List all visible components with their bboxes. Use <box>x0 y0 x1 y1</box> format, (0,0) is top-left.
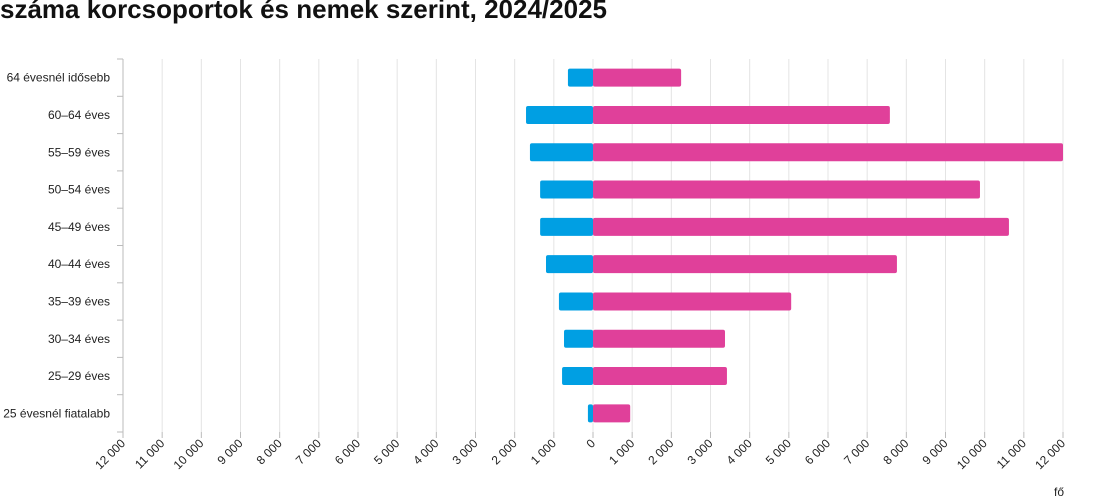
y-tick-label: 25–29 éves <box>48 369 110 383</box>
x-tick-label: 8 000 <box>880 436 911 467</box>
y-tick-label: 40–44 éves <box>48 257 110 271</box>
x-tick-label: 10 000 <box>171 436 207 472</box>
bar-male <box>540 217 593 236</box>
bar-male <box>546 255 593 274</box>
y-tick-label: 60–64 éves <box>48 108 110 122</box>
x-tick-label: 7 000 <box>841 436 872 467</box>
bar-female <box>593 367 727 386</box>
bar-female <box>593 143 1063 162</box>
x-tick-label: 11 000 <box>132 436 167 471</box>
bar-female <box>593 217 1009 236</box>
bar-female <box>593 404 631 423</box>
bar-male <box>558 292 593 311</box>
x-tick-label: 3 000 <box>684 436 715 467</box>
bar-female <box>593 105 890 124</box>
chart-title: száma korcsoportok és nemek szerint, 202… <box>0 0 607 24</box>
y-tick-label: 35–39 éves <box>48 294 110 308</box>
bar-female <box>593 180 980 199</box>
y-tick-label: 45–49 éves <box>48 220 110 234</box>
bar-female <box>593 329 725 348</box>
bar-male <box>564 329 593 348</box>
x-tick-label: 3 000 <box>449 436 480 467</box>
x-axis-label: fő <box>1054 485 1064 499</box>
bar-female <box>593 255 897 274</box>
x-tick-label: 9 000 <box>919 436 950 467</box>
x-tick-label: 0 <box>583 436 598 451</box>
x-tick-label: 9 000 <box>214 436 245 467</box>
bar-male <box>526 105 593 124</box>
x-tick-label: 8 000 <box>254 436 285 467</box>
x-tick-label: 10 000 <box>954 436 990 472</box>
x-tick-label: 4 000 <box>724 436 755 467</box>
y-tick-label: 64 évesnél idősebb <box>7 71 111 85</box>
x-tick-label: 4 000 <box>410 436 441 467</box>
x-tick-label: 1 000 <box>606 436 637 467</box>
y-tick-label: 30–34 éves <box>48 332 110 346</box>
y-tick-label: 50–54 éves <box>48 183 110 197</box>
bar-male <box>540 180 593 199</box>
y-tick-label: 25 évesnél fiatalabb <box>3 406 110 420</box>
x-tick-label: 12 000 <box>1032 436 1068 472</box>
x-tick-label: 1 000 <box>528 436 559 467</box>
x-tick-label: 6 000 <box>802 436 833 467</box>
y-tick-label: 55–59 éves <box>48 145 110 159</box>
bar-male <box>562 367 593 386</box>
x-tick-label: 11 000 <box>994 436 1029 471</box>
x-tick-label: 7 000 <box>293 436 324 467</box>
x-tick-label: 5 000 <box>763 436 794 467</box>
bar-male <box>529 143 593 162</box>
bar-male <box>587 404 593 423</box>
bar-female <box>593 292 792 311</box>
bar-female <box>593 68 682 87</box>
x-tick-label: 2 000 <box>645 436 676 467</box>
x-tick-label: 6 000 <box>332 436 363 467</box>
x-tick-label: 12 000 <box>92 436 128 472</box>
bar-male <box>567 68 593 87</box>
x-tick-label: 2 000 <box>489 436 520 467</box>
x-tick-label: 5 000 <box>371 436 402 467</box>
